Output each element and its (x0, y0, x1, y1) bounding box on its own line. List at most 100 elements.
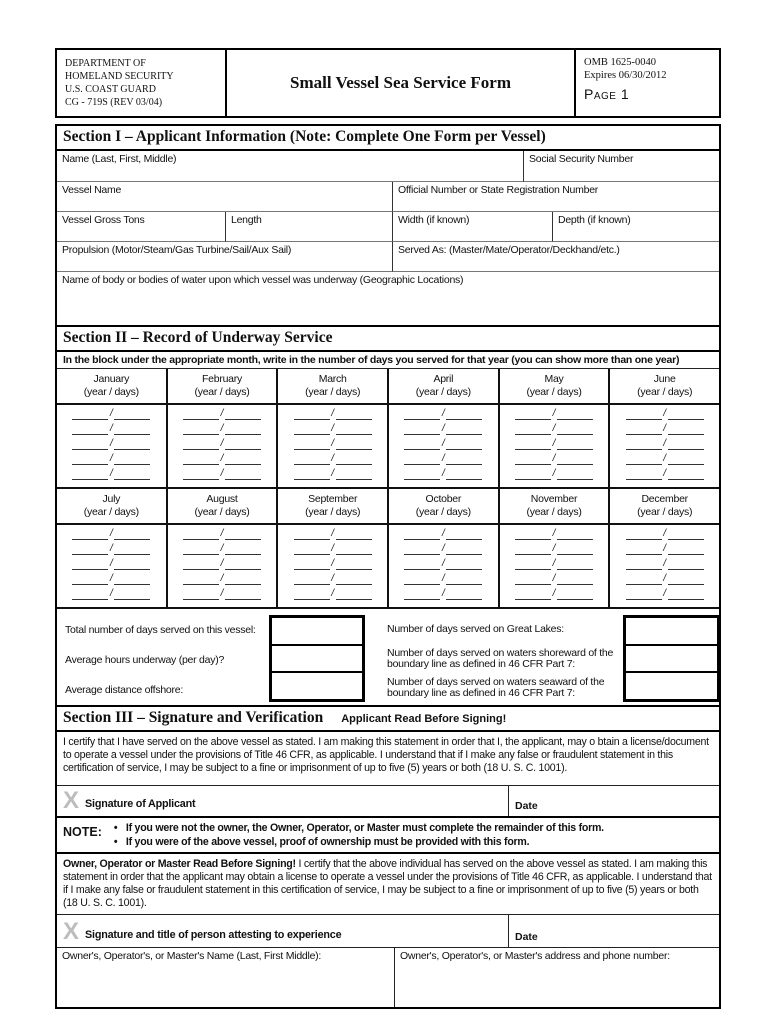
year-blank[interactable] (72, 454, 109, 465)
year-days-entry[interactable]: / (500, 573, 609, 589)
year-blank[interactable] (404, 439, 441, 450)
year-days-entry[interactable]: / (500, 558, 609, 574)
days-blank[interactable] (446, 574, 483, 585)
year-blank[interactable] (72, 469, 109, 480)
propulsion-field[interactable]: Propulsion (Motor/Steam/Gas Turbine/Sail… (57, 242, 392, 272)
year-days-entry[interactable]: / (610, 528, 719, 544)
year-blank[interactable] (625, 454, 662, 465)
days-blank[interactable] (557, 529, 594, 540)
year-blank[interactable] (404, 424, 441, 435)
year-days-entry[interactable]: / (500, 543, 609, 559)
year-days-entry[interactable]: / (278, 543, 387, 559)
days-blank[interactable] (225, 469, 261, 480)
year-blank[interactable] (515, 529, 552, 540)
year-blank[interactable] (404, 574, 441, 585)
days-blank[interactable] (557, 544, 594, 555)
year-blank[interactable] (404, 454, 441, 465)
days-blank[interactable] (225, 409, 261, 420)
days-blank[interactable] (446, 424, 483, 435)
total-days-box[interactable] (272, 618, 362, 644)
year-blank[interactable] (625, 529, 662, 540)
year-days-entry[interactable]: / (278, 528, 387, 544)
days-blank[interactable] (557, 454, 594, 465)
year-blank[interactable] (183, 409, 219, 420)
days-blank[interactable] (225, 424, 261, 435)
year-blank[interactable] (183, 439, 219, 450)
year-days-entry[interactable]: / (610, 453, 719, 469)
days-blank[interactable] (667, 559, 704, 570)
year-days-entry[interactable]: / (610, 438, 719, 454)
year-blank[interactable] (72, 589, 109, 600)
days-blank[interactable] (335, 469, 372, 480)
width-field[interactable]: Width (if known) (392, 212, 552, 242)
year-blank[interactable] (515, 589, 552, 600)
year-blank[interactable] (293, 559, 330, 570)
year-days-entry[interactable]: / (610, 468, 719, 484)
year-blank[interactable] (293, 469, 330, 480)
days-blank[interactable] (225, 544, 261, 555)
vessel-name-field[interactable]: Vessel Name (57, 182, 392, 212)
days-blank[interactable] (335, 559, 372, 570)
year-blank[interactable] (404, 409, 441, 420)
days-blank[interactable] (667, 589, 704, 600)
seaward-box[interactable] (626, 671, 717, 699)
year-blank[interactable] (183, 469, 219, 480)
days-blank[interactable] (114, 559, 151, 570)
days-blank[interactable] (557, 424, 594, 435)
year-days-entry[interactable]: / (278, 438, 387, 454)
year-blank[interactable] (183, 544, 219, 555)
year-blank[interactable] (72, 529, 109, 540)
year-blank[interactable] (515, 544, 552, 555)
year-blank[interactable] (72, 424, 109, 435)
year-days-entry[interactable]: / (500, 423, 609, 439)
days-blank[interactable] (114, 409, 151, 420)
year-blank[interactable] (183, 454, 219, 465)
avg-hours-box[interactable] (272, 643, 362, 672)
days-blank[interactable] (557, 559, 594, 570)
year-blank[interactable] (72, 544, 109, 555)
days-blank[interactable] (446, 454, 483, 465)
year-days-entry[interactable]: / (168, 438, 277, 454)
days-blank[interactable] (557, 469, 594, 480)
year-blank[interactable] (183, 574, 219, 585)
year-blank[interactable] (404, 589, 441, 600)
year-blank[interactable] (183, 424, 219, 435)
name-field[interactable]: Name (Last, First, Middle) (57, 151, 523, 182)
year-days-entry[interactable]: / (168, 408, 277, 424)
year-blank[interactable] (515, 409, 552, 420)
days-blank[interactable] (114, 469, 151, 480)
attesting-signature-field[interactable]: X Signature and title of person attestin… (57, 915, 508, 947)
days-blank[interactable] (667, 454, 704, 465)
year-blank[interactable] (625, 544, 662, 555)
shoreward-box[interactable] (626, 643, 717, 672)
year-days-entry[interactable]: / (610, 408, 719, 424)
year-blank[interactable] (625, 559, 662, 570)
year-blank[interactable] (72, 439, 109, 450)
days-blank[interactable] (667, 574, 704, 585)
year-days-entry[interactable]: / (57, 468, 166, 484)
days-blank[interactable] (225, 559, 261, 570)
year-days-entry[interactable]: / (389, 468, 498, 484)
year-days-entry[interactable]: / (57, 573, 166, 589)
official-number-field[interactable]: Official Number or State Registration Nu… (392, 182, 719, 212)
days-blank[interactable] (335, 424, 372, 435)
days-blank[interactable] (114, 439, 151, 450)
days-blank[interactable] (225, 439, 261, 450)
owner-name-field[interactable]: Owner's, Operator's, or Master's Name (L… (57, 948, 395, 1007)
year-days-entry[interactable]: / (278, 573, 387, 589)
year-blank[interactable] (183, 589, 219, 600)
year-days-entry[interactable]: / (389, 453, 498, 469)
days-blank[interactable] (446, 439, 483, 450)
days-blank[interactable] (114, 424, 151, 435)
days-blank[interactable] (114, 574, 151, 585)
year-days-entry[interactable]: / (389, 528, 498, 544)
ssn-field[interactable]: Social Security Number (523, 151, 719, 182)
days-blank[interactable] (446, 544, 483, 555)
year-days-entry[interactable]: / (500, 438, 609, 454)
year-days-entry[interactable]: / (57, 588, 166, 604)
days-blank[interactable] (557, 574, 594, 585)
year-days-entry[interactable]: / (610, 423, 719, 439)
year-blank[interactable] (293, 424, 330, 435)
year-blank[interactable] (404, 559, 441, 570)
days-blank[interactable] (667, 469, 704, 480)
